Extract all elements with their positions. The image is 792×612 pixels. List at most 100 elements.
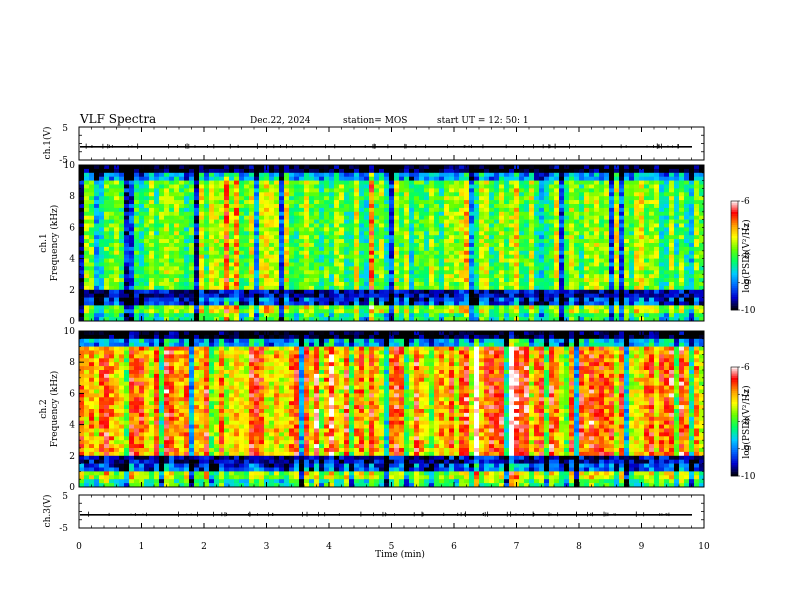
spectrogram-ch1-cell [479, 223, 485, 228]
spectrogram-ch1-cell [114, 227, 120, 232]
spectrogram-ch1-cell [534, 165, 540, 170]
spectrogram-ch1-cell [294, 219, 300, 224]
spectrogram-ch1-cell [274, 293, 280, 298]
spectrogram-ch1-cell [319, 282, 325, 287]
spectrogram-ch1-cell [269, 192, 275, 197]
spectrogram-ch1-cell [79, 313, 85, 318]
spectrogram-ch1-cell [149, 188, 155, 193]
spectrogram-ch1-cell [369, 293, 375, 298]
spectrogram-ch1-cell [614, 192, 620, 197]
spectrogram-ch1-cell [199, 266, 205, 271]
spectrogram-ch1-cell [279, 211, 285, 216]
spectrogram-ch1-cell [679, 309, 685, 314]
spectrogram-ch1-cell [219, 313, 225, 318]
spectrogram-ch1-cell [594, 184, 600, 189]
spectrogram-ch1-cell [344, 219, 350, 224]
spectrogram-ch1-cell [434, 274, 440, 279]
spectrogram-ch1-cell [194, 176, 200, 181]
spectrogram-ch1-cell [659, 219, 665, 224]
spectrogram-ch1-cell [134, 282, 140, 287]
spectrogram-ch1-cell [574, 180, 580, 185]
spectrogram-ch1-cell [574, 266, 580, 271]
spectrogram-ch1-cell [589, 282, 595, 287]
spectrogram-ch1-cell [294, 313, 300, 318]
spectrogram-ch1-cell [174, 243, 180, 248]
spectrogram-ch1-cell [659, 278, 665, 283]
spectrogram-ch1-cell [554, 176, 560, 181]
spectrogram-ch1-cell [684, 313, 690, 318]
spectrogram-ch1-cell [314, 266, 320, 271]
spectrogram-ch1-cell [684, 204, 690, 209]
spectrogram-ch1-cell [124, 282, 130, 287]
spectrogram-ch1-cell [404, 289, 410, 294]
spectrogram-ch1-cell [244, 282, 250, 287]
spectrogram-ch1-cell [189, 293, 195, 298]
spectrogram-ch1-cell [679, 172, 685, 177]
spectrogram-ch1-cell [689, 223, 695, 228]
spectrogram-ch1-cell [229, 231, 235, 236]
spectrogram-ch1-cell [424, 172, 430, 177]
spectrogram-ch1-cell [464, 305, 470, 310]
spectrogram-ch1-cell [259, 184, 265, 189]
spectrogram-ch1-cell [539, 243, 545, 248]
spectrogram-ch1-cell [399, 258, 405, 263]
spectrogram-ch1-cell [409, 285, 415, 291]
spectrogram-ch1-cell [349, 246, 355, 252]
spectrogram-ch1-cell [179, 243, 185, 248]
spectrogram-ch1-cell [274, 270, 280, 275]
spectrogram-ch1-cell [479, 165, 485, 170]
spectrogram-ch1-cell [609, 200, 615, 205]
spectrogram-ch1-cell [554, 254, 560, 259]
spectrogram-ch1-cell [419, 219, 425, 224]
spectrogram-ch1-cell [94, 227, 100, 232]
spectrogram-ch1-cell [309, 246, 315, 252]
spectrogram-ch1-cell [289, 207, 295, 213]
spectrogram-ch1-cell [169, 231, 175, 236]
spectrogram-ch1-cell [139, 227, 145, 232]
spectrogram-ch1-cell [644, 219, 650, 224]
spectrogram-ch1-cell [639, 305, 645, 310]
spectrogram-ch1-cell [509, 250, 515, 255]
spectrogram-ch1-cell [484, 219, 490, 224]
spectrogram-ch1-cell [179, 293, 185, 298]
spectrogram-ch1-cell [274, 301, 280, 306]
spectrogram-ch1-cell [244, 297, 250, 302]
spectrogram-ch1-cell [589, 305, 595, 310]
spectrogram-ch1-cell [459, 192, 465, 197]
spectrogram-ch1-cell [524, 204, 530, 209]
spectrogram-ch1-cell [414, 309, 420, 314]
spectrogram-ch1-cell [454, 246, 460, 252]
spectrogram-ch1-cell [659, 282, 665, 287]
spectrogram-ch1-cell [604, 305, 610, 310]
spectrogram-ch1-cell [344, 258, 350, 263]
spectrogram-ch1-cell [549, 246, 555, 252]
spectrogram-ch1-cell [584, 204, 590, 209]
spectrogram-ch1-cell [489, 285, 495, 291]
spectrogram-ch1-cell [234, 219, 240, 224]
spectrogram-ch1-cell [169, 172, 175, 177]
spectrogram-ch1-cell [359, 250, 365, 255]
spectrogram-ch1-cell [504, 313, 510, 318]
spectrogram-ch1-cell [214, 172, 220, 177]
spectrogram-ch1-cell [544, 301, 550, 306]
spectrogram-ch1-cell [164, 266, 170, 271]
spectrogram-ch1-cell [479, 313, 485, 318]
spectrogram-ch1-cell [549, 207, 555, 213]
spectrogram-ch1-cell [664, 172, 670, 177]
spectrogram-ch1-cell [264, 250, 270, 255]
spectrogram-ch1-cell [394, 309, 400, 314]
spectrogram-ch1-cell [249, 246, 255, 252]
spectrogram-ch1-cell [424, 204, 430, 209]
spectrogram-ch1-cell [489, 227, 495, 232]
spectrogram-ch1-cell [489, 243, 495, 248]
spectrogram-ch1-cell [399, 192, 405, 197]
spectrogram-ch1-cell [684, 235, 690, 240]
spectrogram-ch1-cell [224, 274, 230, 279]
spectrogram-ch1-cell [104, 297, 110, 302]
spectrogram-ch1-cell [559, 176, 565, 181]
spectrogram-ch1-cell [319, 196, 325, 201]
spectrogram-ch1-cell [414, 231, 420, 236]
spectrogram-ch1-cell [384, 285, 390, 291]
spectrogram-ch1-cell [529, 301, 535, 306]
spectrogram-ch1-cell [79, 262, 85, 267]
